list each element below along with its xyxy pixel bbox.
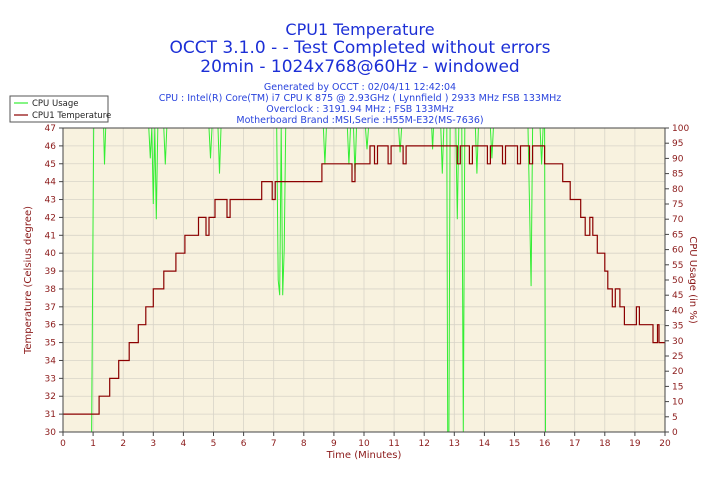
y2-tick-label: 85: [672, 170, 683, 180]
y2-tick-label: 60: [672, 246, 684, 256]
y-axis-ticks: 30 31 32 33 34 35 36 37 38 39 40 41 42 43 44 45 46 47: [45, 124, 63, 438]
y2-tick-label: 10: [672, 398, 684, 408]
x-tick-label: 15: [509, 439, 520, 449]
y2-tick-label: 55: [672, 261, 683, 271]
y2-tick-label: 70: [672, 215, 684, 225]
x-tick-label: 6: [241, 439, 247, 449]
x-tick-label: 17: [569, 439, 580, 449]
temperature-series: [63, 145, 665, 415]
x-tick-label: 3: [150, 439, 156, 449]
legend: CPU Usage CPU1 Temperature: [9, 95, 111, 123]
y-tick-label: 31: [45, 410, 56, 420]
x-tick-label: 20: [659, 439, 671, 449]
y2-tick-label: 80: [672, 185, 684, 195]
info-motherboard: Motherboard Brand :MSI,Serie :H55M-E32(M…: [236, 115, 484, 126]
y2-tick-label: 0: [672, 428, 678, 438]
x-tick-label: 1: [90, 439, 96, 449]
y2-axis-label: CPU Usage (in %): [687, 236, 698, 324]
y2-tick-label: 15: [672, 382, 683, 392]
y2-tick-label: 30: [672, 337, 684, 347]
y-tick-label: 37: [45, 303, 56, 313]
y-tick-label: 36: [45, 321, 57, 331]
x-tick-label: 12: [418, 439, 429, 449]
y2-tick-label: 20: [672, 367, 684, 377]
x-tick-label: 11: [388, 439, 399, 449]
x-tick-label: 18: [599, 439, 611, 449]
grid-lines: [63, 128, 665, 432]
y-tick-label: 39: [45, 267, 57, 277]
y-tick-label: 40: [45, 249, 57, 259]
y2-tick-label: 65: [672, 230, 683, 240]
info-overclock: Overclock : 3191.94 MHz ; FSB 133MHz: [266, 104, 454, 115]
y2-tick-label: 45: [672, 291, 683, 301]
x-tick-label: 2: [120, 439, 126, 449]
y-tick-label: 34: [45, 356, 57, 366]
chart-subtitle-config: 20min - 1024x768@60Hz - windowed: [200, 57, 520, 77]
temperature-line: [63, 145, 665, 415]
legend-label-cpu-usage: CPU Usage: [32, 99, 78, 109]
x-tick-label: 5: [211, 439, 217, 449]
x-tick-label: 14: [479, 439, 491, 449]
x-tick-label: 0: [60, 439, 66, 449]
x-tick-label: 19: [629, 439, 641, 449]
y-tick-label: 33: [45, 374, 56, 384]
x-tick-label: 9: [331, 439, 337, 449]
chart-title: CPU1 Temperature: [285, 20, 435, 39]
y2-tick-label: 50: [672, 276, 684, 286]
y-tick-label: 32: [45, 392, 56, 402]
x-tick-label: 10: [358, 439, 370, 449]
legend-box: [9, 95, 109, 123]
y2-tick-label: 25: [672, 352, 683, 362]
y-tick-label: 45: [45, 160, 56, 170]
x-axis-ticks: 0 1 2 3 4 5 6 7 8 9 10 11 12 13 14 15 16 17 18 19 20: [60, 432, 671, 449]
y2-tick-label: 100: [672, 124, 689, 134]
y-tick-label: 42: [45, 213, 56, 223]
y2-tick-label: 35: [672, 322, 683, 332]
info-cpu: CPU : Intel(R) Core(TM) i7 CPU K 875 @ 2…: [158, 93, 562, 104]
y2-axis-ticks: 0 5 10 15 20 25 30 35 40 45 50 55 60 65 70 75 80 85 90 95 10…: [665, 124, 689, 438]
y-axis-label: Temperature (Celsius degree): [23, 206, 34, 355]
info-generated: Generated by OCCT : 02/04/11 12:42:04: [263, 82, 457, 93]
x-tick-label: 8: [301, 439, 307, 449]
x-tick-label: 4: [181, 439, 187, 449]
x-tick-label: 13: [449, 439, 460, 449]
y-tick-label: 38: [45, 285, 57, 295]
y-tick-label: 46: [45, 142, 57, 152]
y2-tick-label: 90: [672, 154, 684, 164]
x-tick-label: 16: [539, 439, 551, 449]
y2-tick-label: 5: [672, 413, 678, 423]
legend-label-temperature: CPU1 Temperature: [32, 111, 111, 121]
y2-tick-label: 40: [672, 306, 684, 316]
y2-tick-label: 95: [672, 139, 683, 149]
x-axis-label: Time (Minutes): [326, 450, 402, 461]
x-tick-label: 7: [271, 439, 277, 449]
y-tick-label: 47: [45, 124, 56, 134]
chart-subtitle-status: OCCT 3.1.0 - - Test Completed without er…: [169, 38, 551, 58]
y-tick-label: 41: [45, 231, 56, 241]
y-tick-label: 30: [45, 428, 57, 438]
y-tick-label: 35: [45, 339, 56, 349]
y2-tick-label: 75: [672, 200, 683, 210]
y-tick-label: 43: [45, 196, 56, 206]
y-tick-label: 44: [45, 178, 57, 188]
